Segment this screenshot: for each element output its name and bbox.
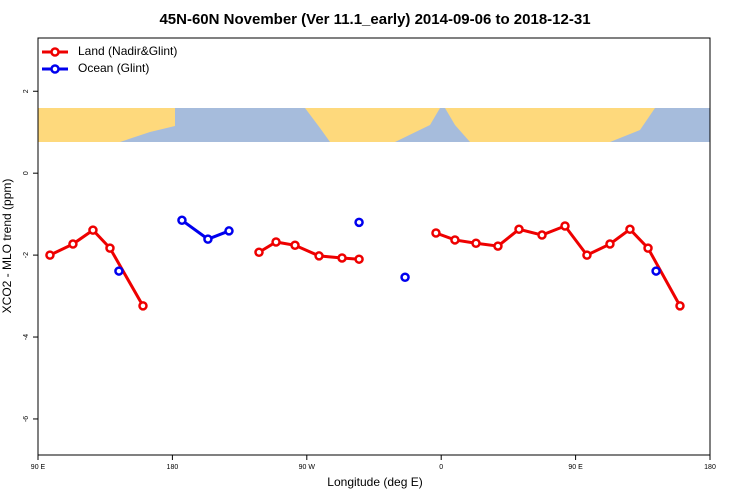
series-line <box>49 228 145 307</box>
x-axis-label: Longitude (deg E) <box>327 475 422 489</box>
x-tick-label: 90 E <box>568 464 583 471</box>
data-point <box>88 225 98 235</box>
data-point <box>114 266 124 276</box>
data-point <box>493 241 503 251</box>
data-point <box>471 238 481 248</box>
series-line <box>435 224 682 307</box>
y-tick-label: 0 <box>23 171 30 175</box>
y-tick-label: -2 <box>23 252 30 258</box>
data-point <box>271 237 281 247</box>
data-point <box>105 243 115 253</box>
data-point <box>68 239 78 249</box>
data-point <box>643 243 653 253</box>
data-point <box>450 235 460 245</box>
legend-label: Land (Nadir&Glint) <box>78 44 177 58</box>
y-tick-label: 2 <box>23 89 30 93</box>
data-point <box>625 224 635 235</box>
data-point <box>537 230 547 240</box>
data-point <box>254 247 264 257</box>
y-tick-label: -4 <box>23 334 30 340</box>
data-point <box>314 251 324 261</box>
legend-marker <box>50 47 60 57</box>
data-point <box>290 240 300 251</box>
y-tick-label: -6 <box>23 416 30 422</box>
chart-title: 45N-60N November (Ver 11.1_early) 2014-0… <box>159 11 590 28</box>
data-point <box>354 254 364 264</box>
data-point <box>582 250 592 260</box>
data-point <box>45 250 55 260</box>
data-point <box>651 266 661 276</box>
x-tick-label: 90 W <box>299 464 316 471</box>
y-axis-label: XCO2 - MLO trend (ppm) <box>0 179 14 314</box>
legend-marker <box>50 64 60 74</box>
data-point <box>354 217 364 228</box>
data-point <box>431 228 441 238</box>
x-tick-label: 90 E <box>31 464 46 471</box>
data-point <box>203 234 213 244</box>
x-tick-label: 180 <box>704 464 716 471</box>
data-point <box>675 301 685 311</box>
data-point <box>514 224 524 235</box>
x-tick-label: 0 <box>439 464 443 471</box>
x-tick-label: 180 <box>167 464 179 471</box>
data-point <box>560 221 570 231</box>
data-point <box>224 226 234 236</box>
data-point <box>138 301 148 311</box>
plot-frame <box>37 37 711 456</box>
data-point <box>177 215 187 226</box>
data-point <box>400 272 410 282</box>
data-point <box>337 253 347 263</box>
data-point <box>605 239 615 249</box>
legend-label: Ocean (Glint) <box>78 61 149 75</box>
map-band <box>38 108 710 142</box>
